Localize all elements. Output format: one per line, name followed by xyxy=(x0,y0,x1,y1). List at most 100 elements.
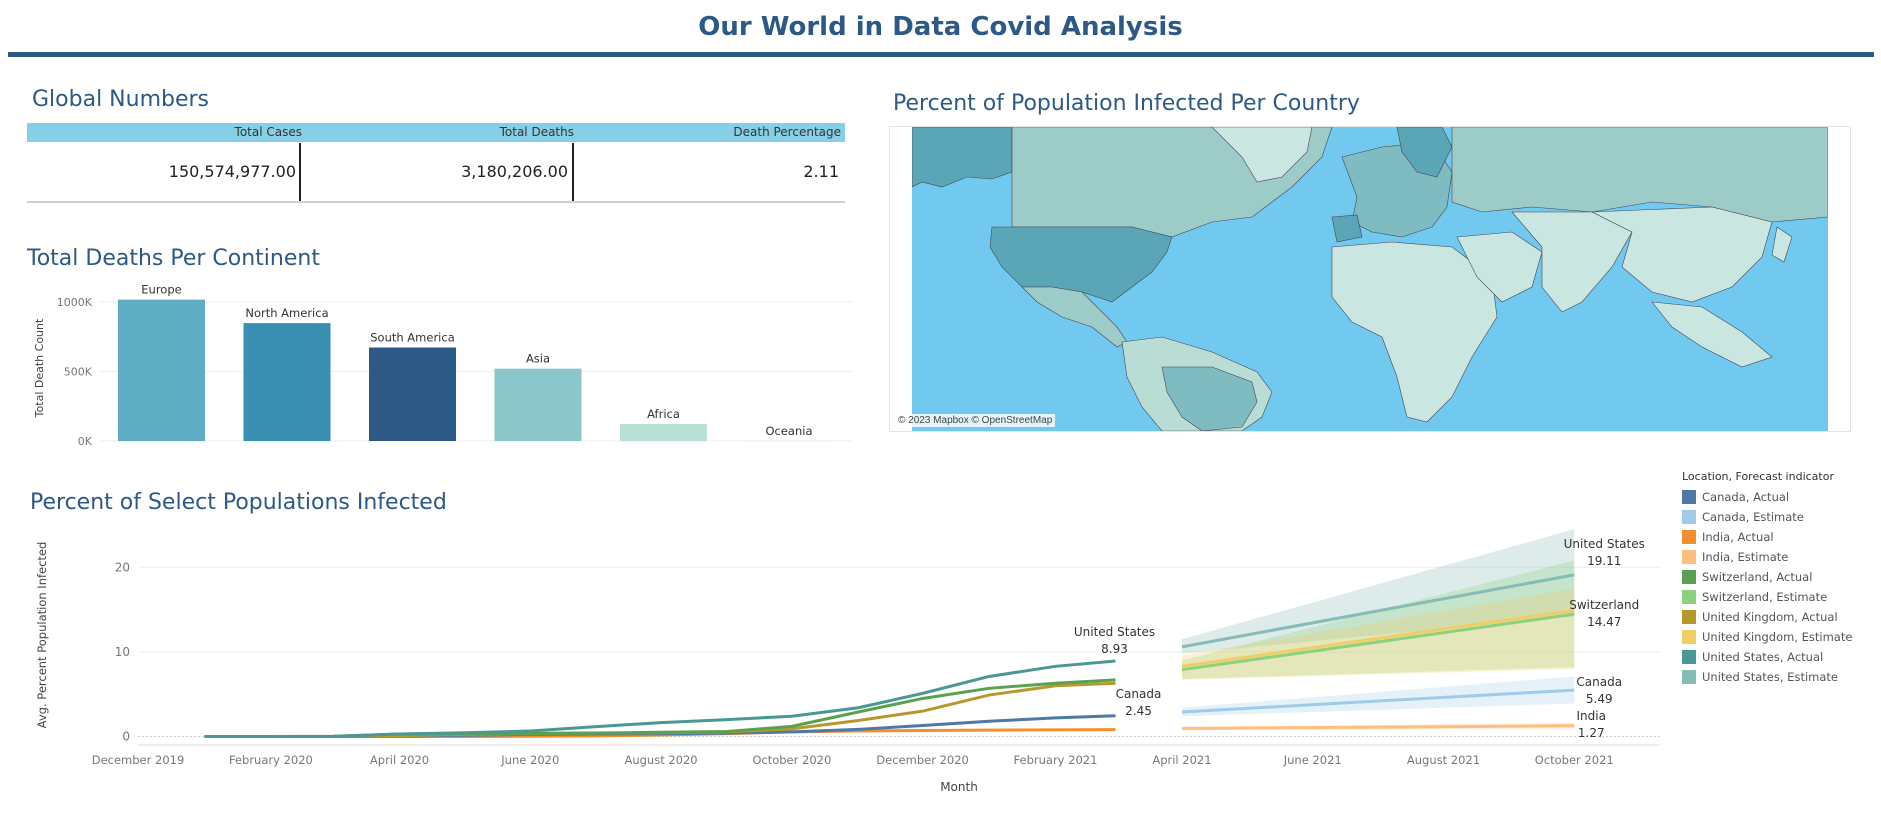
x-tick-label: October 2021 xyxy=(1535,753,1614,767)
forecast-line xyxy=(1181,612,1575,672)
legend-label: Canada, Estimate xyxy=(1702,510,1804,524)
annotation-label: United States xyxy=(1564,537,1645,551)
legend-item[interactable]: Canada, Actual xyxy=(1682,487,1872,507)
legend-item[interactable]: Switzerland, Actual xyxy=(1682,567,1872,587)
forecast-line xyxy=(1181,608,1575,668)
country-japan[interactable] xyxy=(1771,226,1793,263)
legend-item[interactable]: United States, Actual xyxy=(1682,647,1872,667)
x-tick-label: February 2020 xyxy=(229,753,313,767)
annotation-value: 5.49 xyxy=(1586,692,1613,706)
legend-label: India, Actual xyxy=(1702,530,1774,544)
infected-chart-title: Percent of Select Populations Infected xyxy=(30,490,447,515)
legend-item[interactable]: Switzerland, Estimate xyxy=(1682,587,1872,607)
legend-label: Switzerland, Actual xyxy=(1702,570,1813,584)
header-death-percentage: Death Percentage xyxy=(733,125,841,139)
forecast-line xyxy=(1181,724,1575,730)
legend-label: United States, Actual xyxy=(1702,650,1824,664)
map-title: Percent of Population Infected Per Count… xyxy=(893,91,1360,116)
annotation-label: Canada xyxy=(1116,687,1162,701)
annotation-value: 2.45 xyxy=(1125,704,1152,718)
annotation-label: India xyxy=(1577,709,1606,723)
header-total-deaths: Total Deaths xyxy=(499,125,574,139)
table-bottom-rule xyxy=(27,201,845,203)
value-death-percentage: 2.11 xyxy=(803,162,839,181)
legend-swatch xyxy=(1682,610,1696,624)
legend-swatch xyxy=(1682,570,1696,584)
global-numbers-header: Total Cases Total Deaths Death Percentag… xyxy=(27,123,845,142)
legend-swatch xyxy=(1682,590,1696,604)
page-title: Our World in Data Covid Analysis xyxy=(698,12,1183,42)
legend-swatch xyxy=(1682,530,1696,544)
continent-chart-title: Total Deaths Per Continent xyxy=(27,246,320,271)
country-brazil[interactable] xyxy=(1161,366,1258,431)
country-scandinavia[interactable] xyxy=(1396,127,1453,178)
legend-item[interactable]: India, Actual xyxy=(1682,527,1872,547)
x-tick-label: April 2021 xyxy=(1152,753,1211,767)
series-line xyxy=(204,678,1116,739)
x-tick-label: April 2020 xyxy=(370,753,429,767)
map-credit: © 2023 Mapbox © OpenStreetMap xyxy=(895,414,1056,427)
legend-label: Canada, Actual xyxy=(1702,490,1790,504)
legend-swatch xyxy=(1682,630,1696,644)
header-total-cases: Total Cases xyxy=(234,125,302,139)
bar-label: Oceania xyxy=(765,424,812,438)
bar-label: Asia xyxy=(526,352,550,366)
bar-label: South America xyxy=(370,331,455,345)
y-axis-label: Avg. Percent Population Infected xyxy=(35,542,49,729)
bar-label: North America xyxy=(245,306,328,320)
y-tick-label: 0K xyxy=(78,435,93,445)
column-divider xyxy=(299,143,301,201)
y-tick-label: 1000K xyxy=(57,296,93,309)
legend-item[interactable]: United States, Estimate xyxy=(1682,667,1872,687)
x-tick-label: August 2020 xyxy=(624,753,697,767)
legend-item[interactable]: Canada, Estimate xyxy=(1682,507,1872,527)
legend-item[interactable]: United Kingdom, Actual xyxy=(1682,607,1872,627)
annotation-label: United States xyxy=(1074,625,1155,639)
world-map[interactable] xyxy=(912,127,1828,431)
country-iberia[interactable] xyxy=(1331,214,1363,243)
bar-africa xyxy=(620,424,707,441)
country-china[interactable] xyxy=(1591,206,1773,303)
annotation-label: Canada xyxy=(1576,675,1622,689)
legend-swatch xyxy=(1682,490,1696,504)
y-tick-label: 20 xyxy=(115,560,130,574)
bar-label: Europe xyxy=(141,285,181,297)
x-tick-label: October 2020 xyxy=(752,753,831,767)
country-united-states[interactable] xyxy=(989,226,1173,303)
region-africa[interactable] xyxy=(1331,241,1498,423)
legend-swatch xyxy=(1682,650,1696,664)
legend-label: United Kingdom, Actual xyxy=(1702,610,1838,624)
series-line xyxy=(204,659,1116,739)
legend: Location, Forecast indicator Canada, Act… xyxy=(1682,470,1872,687)
legend-item[interactable]: United Kingdom, Estimate xyxy=(1682,627,1872,647)
annotation-label: Switzerland xyxy=(1569,598,1639,612)
forecast-line xyxy=(1181,688,1575,714)
legend-title: Location, Forecast indicator xyxy=(1682,470,1834,483)
global-numbers-title: Global Numbers xyxy=(32,87,210,112)
x-tick-label: June 2020 xyxy=(500,753,559,767)
bar-label: Africa xyxy=(647,407,680,421)
column-divider xyxy=(572,143,574,201)
annotation-value: 1.27 xyxy=(1578,726,1605,740)
country-greenland[interactable] xyxy=(1211,127,1313,183)
annotation-value: 8.93 xyxy=(1101,642,1128,656)
region-middle-east[interactable] xyxy=(1456,231,1543,303)
forecast-line xyxy=(1181,573,1575,649)
y-tick-label: 10 xyxy=(115,645,130,659)
x-axis-label: Month xyxy=(940,780,978,794)
legend-swatch xyxy=(1682,510,1696,524)
bar-europe xyxy=(118,299,205,441)
region-southeast-asia[interactable] xyxy=(1651,301,1773,368)
legend-item[interactable]: India, Estimate xyxy=(1682,547,1872,567)
continent-bar-chart: 0K 500K 1000K Total Death Count Europe North … xyxy=(33,285,852,445)
y-tick-label: 500K xyxy=(64,365,93,378)
x-tick-label: June 2021 xyxy=(1283,753,1342,767)
bar-south-america xyxy=(369,347,456,441)
bar-asia xyxy=(494,368,582,441)
annotation-value: 14.47 xyxy=(1587,615,1621,629)
y-tick-label: 0 xyxy=(122,730,130,744)
x-tick-label: February 2021 xyxy=(1014,753,1098,767)
x-tick-label: August 2021 xyxy=(1407,753,1480,767)
country-russia[interactable] xyxy=(1451,127,1828,223)
legend-label: Switzerland, Estimate xyxy=(1702,590,1828,604)
